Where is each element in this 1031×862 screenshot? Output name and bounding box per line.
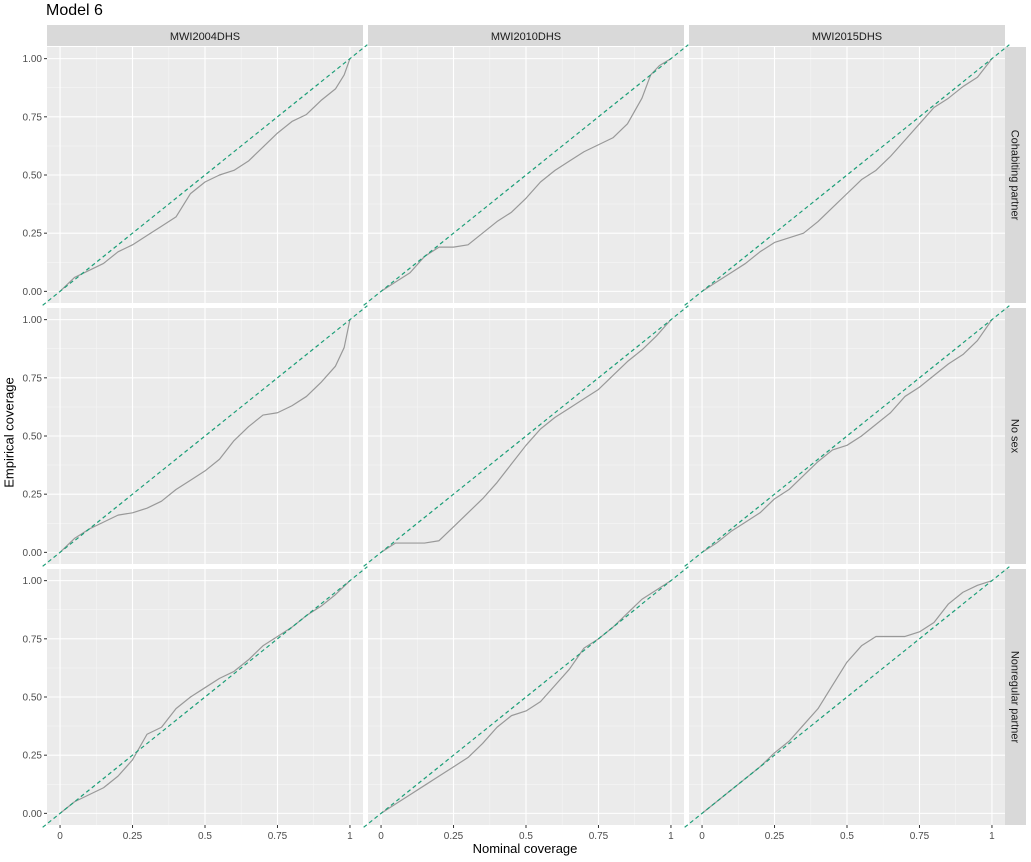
facet-row-label: Nonregular partner [1009,651,1021,744]
x-axis-label: Nominal coverage [472,841,578,856]
coverage-line [380,58,672,292]
facet-panel [42,566,368,828]
reference-line [684,44,1010,306]
y-tick-label: 0.00 [23,287,43,298]
x-tick-label: 0.25 [123,831,143,842]
y-tick-label: 0.00 [23,809,43,820]
y-tick-label: 0.50 [23,432,43,443]
facet-panel [42,44,368,306]
reference-line [363,44,689,306]
reference-line [363,566,689,828]
y-tick-label: 0.25 [23,490,43,501]
y-tick-label: 0.50 [23,693,43,704]
facet-column-strip [689,25,1005,46]
coverage-line [380,580,672,814]
facet-row-strip [1005,47,1026,303]
coverage-line [59,319,351,553]
y-tick-label: 1.00 [23,576,43,587]
x-tick-label: 0.5 [198,831,212,842]
facet-column-label: MWI2004DHS [170,31,240,43]
coverage-line [701,319,993,553]
reference-line [42,44,368,306]
facet-panel [363,305,689,567]
reference-line [42,566,368,828]
y-tick-label: 0.00 [23,548,43,559]
facet-row-label: No sex [1009,419,1021,454]
facet-panel [684,305,1010,567]
coverage-line [380,319,672,553]
x-tick-label: 0.75 [268,831,288,842]
x-tick-label: 0.25 [444,831,464,842]
x-tick-label: 0.5 [519,831,533,842]
y-tick-label: 0.75 [23,373,43,384]
y-tick-label: 0.25 [23,229,43,240]
x-tick-label: 0 [699,831,705,842]
y-tick-label: 0.50 [23,171,43,182]
reference-line [684,305,1010,567]
x-tick-label: 1 [668,831,674,842]
x-tick-label: 0.5 [840,831,854,842]
facet-panel [684,566,1010,828]
reference-line [684,566,1010,828]
facet-row-strip [1005,569,1026,825]
y-tick-label: 0.25 [23,751,43,762]
x-tick-label: 1 [347,831,353,842]
x-tick-label: 0 [378,831,384,842]
facet-panel [363,44,689,306]
x-tick-label: 0.75 [589,831,609,842]
facet-panel [684,44,1010,306]
facet-column-strip [368,25,684,46]
chart-title: Model 6 [46,2,103,19]
y-tick-label: 0.75 [23,112,43,123]
x-tick-label: 1 [989,831,995,842]
reference-line [42,305,368,567]
coverage-line [59,58,351,292]
facet-row-label: Cohabiting partner [1009,130,1021,221]
coverage-line [701,58,993,292]
facet-column-label: MWI2015DHS [812,31,882,43]
x-tick-label: 0.25 [765,831,785,842]
y-tick-label: 1.00 [23,315,43,326]
facet-panel [42,305,368,567]
x-tick-label: 0 [57,831,63,842]
facet-panel [363,566,689,828]
y-tick-label: 1.00 [23,54,43,65]
reference-line [363,305,689,567]
facet-column-label: MWI2010DHS [491,31,561,43]
x-tick-label: 0.75 [910,831,930,842]
facet-row-strip [1005,308,1026,564]
facet-column-strip [47,25,363,46]
y-tick-label: 0.75 [23,634,43,645]
